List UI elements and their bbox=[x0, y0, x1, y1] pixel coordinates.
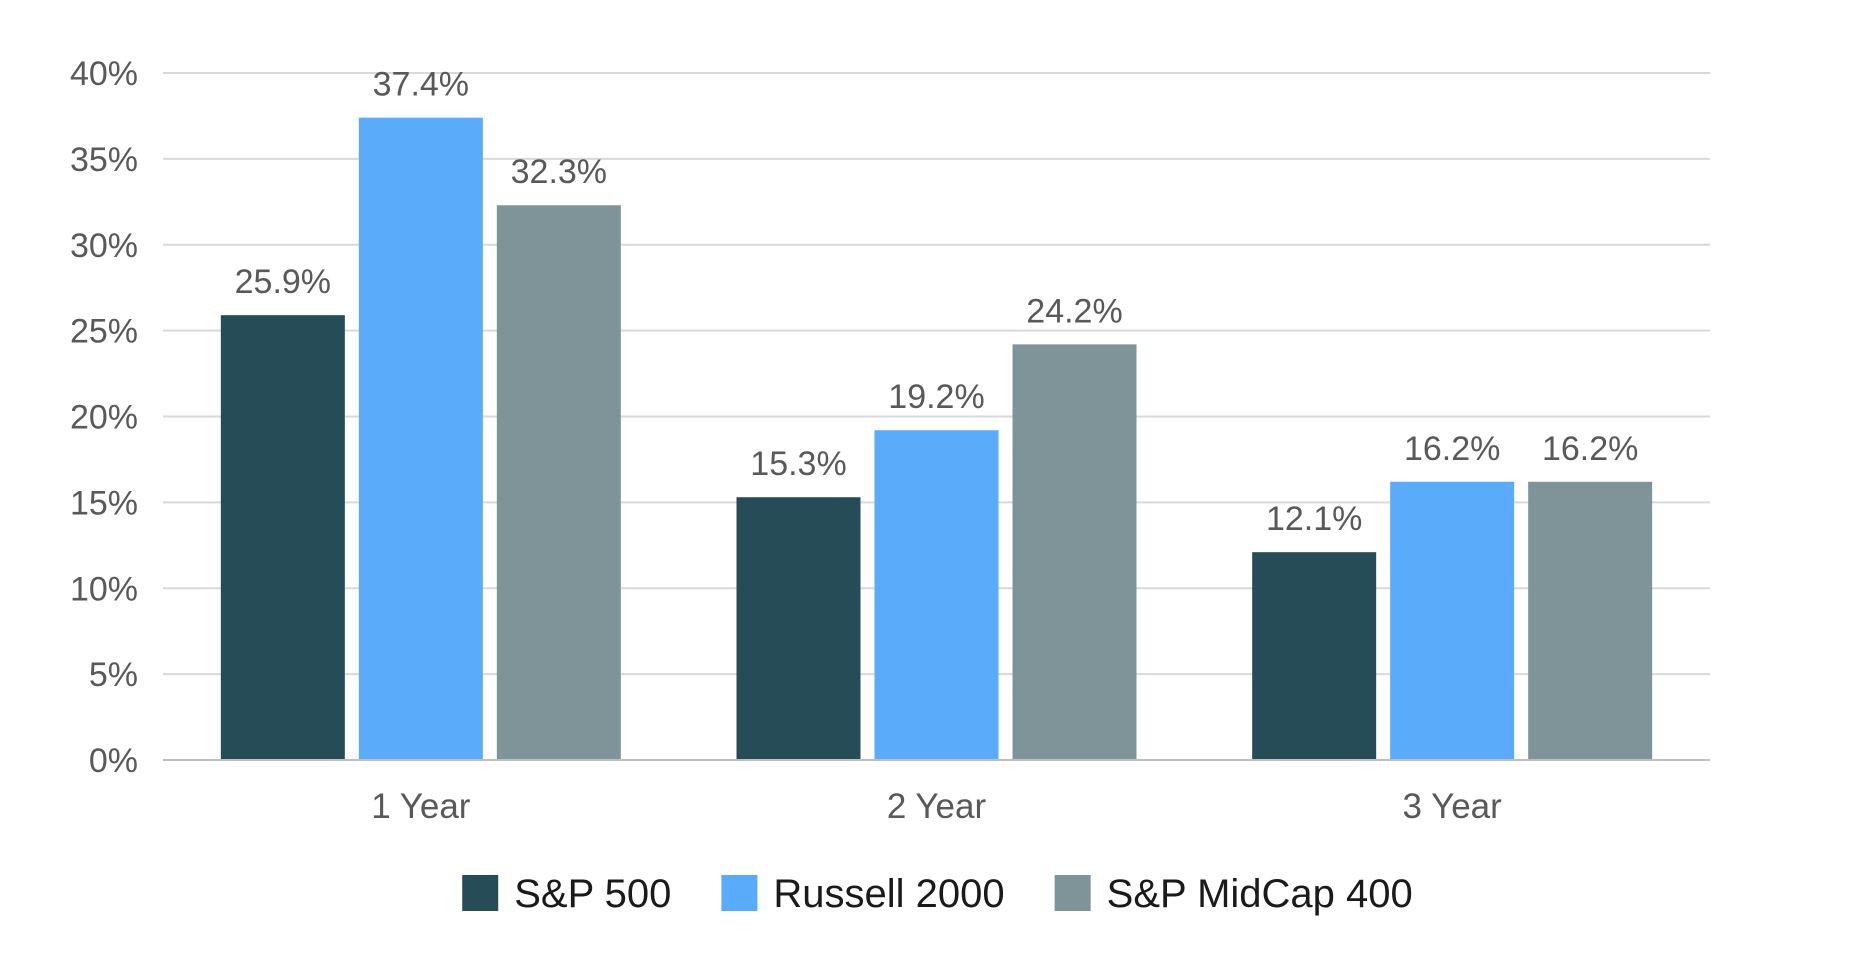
data-label: 15.3% bbox=[750, 445, 846, 483]
x-axis-category-labels: 1 Year 2 Year 3 Year bbox=[371, 787, 1502, 826]
y-tick-label: 0% bbox=[89, 742, 138, 780]
bar bbox=[1528, 481, 1653, 760]
bar bbox=[496, 205, 621, 760]
legend-item: S&P 500 bbox=[462, 872, 671, 916]
bar bbox=[1252, 552, 1377, 760]
legend-label: S&P 500 bbox=[514, 872, 671, 916]
data-label: 37.4% bbox=[373, 66, 469, 104]
legend: S&P 500 Russell 2000 S&P MidCap 400 bbox=[462, 872, 1413, 916]
legend-item: S&P MidCap 400 bbox=[1054, 872, 1413, 916]
y-tick-label: 5% bbox=[89, 656, 138, 694]
y-tick-label: 35% bbox=[70, 141, 138, 179]
data-label: 12.1% bbox=[1266, 500, 1362, 538]
legend-label: Russell 2000 bbox=[773, 872, 1004, 916]
data-labels: 25.9% 37.4% 32.3% 15.3% 19.2% 24.2% 12.1% 16.2%… bbox=[235, 66, 1639, 539]
bar bbox=[1390, 481, 1515, 760]
data-label: 32.3% bbox=[511, 153, 607, 191]
y-tick-label: 30% bbox=[70, 227, 138, 265]
bars bbox=[220, 117, 1653, 760]
x-category-label: 1 Year bbox=[371, 787, 471, 826]
bar bbox=[1012, 344, 1137, 760]
y-axis-tick-labels: 0% 5% 10% 15% 20% 25% 30% 35% 40% bbox=[70, 55, 138, 780]
y-tick-label: 15% bbox=[70, 484, 138, 522]
legend-label: S&P MidCap 400 bbox=[1107, 872, 1413, 916]
bar bbox=[220, 315, 345, 760]
data-label: 24.2% bbox=[1026, 292, 1122, 330]
x-category-label: 2 Year bbox=[887, 787, 987, 826]
legend-swatch bbox=[462, 875, 499, 911]
y-tick-label: 10% bbox=[70, 570, 138, 608]
bar bbox=[874, 430, 999, 760]
legend-swatch bbox=[721, 875, 758, 911]
data-label: 25.9% bbox=[235, 263, 331, 301]
bar bbox=[736, 497, 861, 760]
data-label: 16.2% bbox=[1404, 430, 1500, 468]
y-tick-label: 25% bbox=[70, 313, 138, 351]
data-label: 16.2% bbox=[1542, 430, 1638, 468]
bar bbox=[358, 117, 483, 760]
legend-swatch bbox=[1054, 875, 1091, 911]
legend-item: Russell 2000 bbox=[721, 872, 1005, 916]
y-tick-label: 20% bbox=[70, 399, 138, 437]
y-tick-label: 40% bbox=[70, 55, 138, 93]
data-label: 19.2% bbox=[888, 378, 984, 416]
x-category-label: 3 Year bbox=[1403, 787, 1503, 826]
